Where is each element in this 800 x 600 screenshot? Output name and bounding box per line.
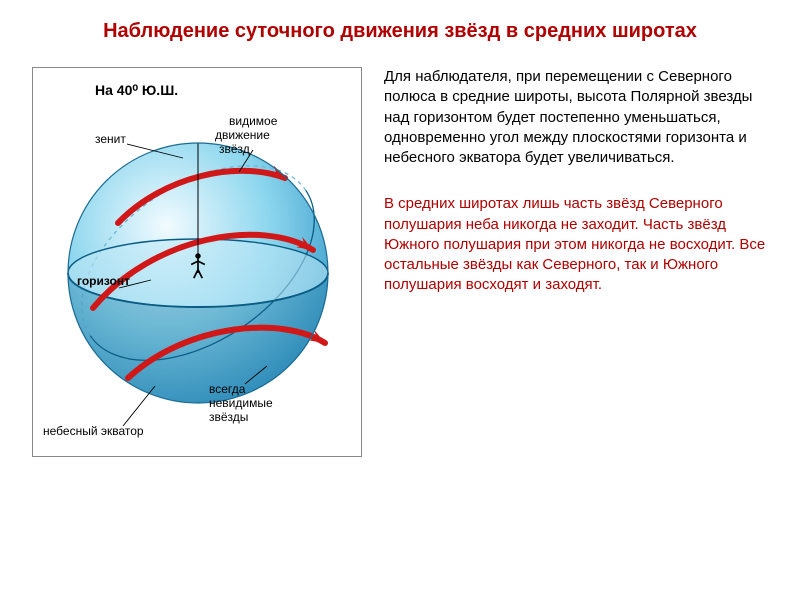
diagram-label-always1: всегда <box>209 382 245 396</box>
text-column: Для наблюдателя, при перемещении с Север… <box>384 67 768 296</box>
diagram-svg <box>33 68 363 458</box>
paragraph-2: В средних широтах лишь часть звёзд Север… <box>384 194 768 295</box>
diagram-label-zenith: зенит <box>95 132 126 146</box>
content-row: На 40⁰ Ю.Ш. зенит видимоедвижениезвёзд гори… <box>32 67 768 457</box>
paragraph-1: Для наблюдателя, при перемещении с Север… <box>384 67 768 168</box>
page-title: Наблюдение суточного движения звёзд в ср… <box>32 18 768 45</box>
diagram-label-always3: звёзды <box>209 410 248 424</box>
diagram-label-always2: невидимые <box>209 396 273 410</box>
diagram-label-eq1: небесный экватор <box>43 424 144 438</box>
diagram-column: На 40⁰ Ю.Ш. зенит видимоедвижениезвёзд гори… <box>32 67 362 457</box>
celestial-sphere-diagram: На 40⁰ Ю.Ш. зенит видимоедвижениезвёзд гори… <box>32 67 362 457</box>
diagram-label-horizon: горизонт <box>77 274 130 288</box>
diagram-label-motion2: движение <box>215 128 270 142</box>
diagram-label-lat: На 40⁰ Ю.Ш. <box>95 82 178 99</box>
diagram-label-motion3: звёзд <box>219 142 250 156</box>
diagram-label-motion1: видимое <box>229 114 277 128</box>
